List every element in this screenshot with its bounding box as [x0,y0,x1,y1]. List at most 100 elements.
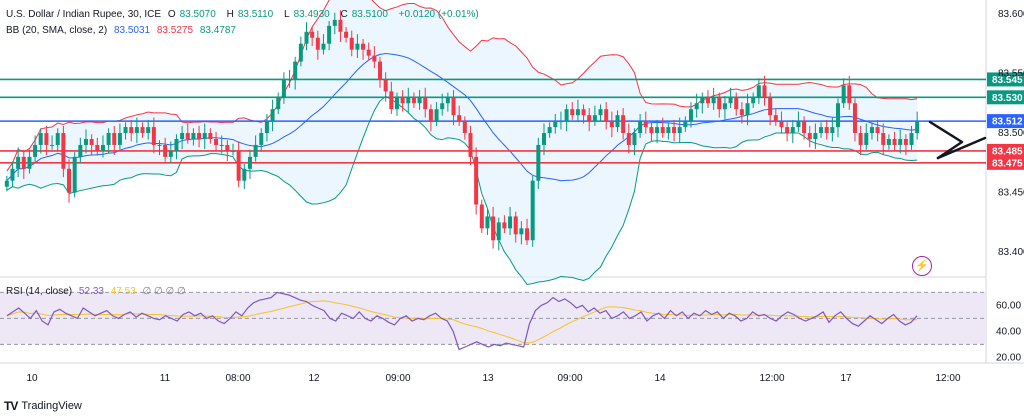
level-label-bg [987,155,1024,170]
x-tick-label: 14 [654,373,666,384]
candle-body [67,168,72,193]
candle-body [841,85,846,104]
y-tick-label: 83.400 [998,247,1024,258]
candle-body [502,222,507,229]
rsi-ma-value: 47.53 [110,286,136,297]
candle-body [468,133,473,157]
bb-label: BB (20, SMA, close, 2) [6,25,108,36]
candle-body [525,228,530,241]
candle-body [168,150,173,157]
candle-body [751,97,756,104]
y-tick-label: 83.450 [998,188,1024,199]
candle-body [197,133,202,139]
rsi-tick-label: 60.00 [996,300,1021,311]
candle-body [496,222,501,241]
candle-body [321,43,326,50]
candle-body [717,97,722,110]
candle-body [508,216,513,229]
candle-body [117,133,122,145]
candle-body [89,139,94,145]
candle-body [191,133,196,139]
candle-body [621,115,626,134]
candle-body [202,133,207,139]
price-change: +0.0120 (+0.01%) [398,9,479,20]
candle-body [445,97,450,104]
ohlc-close: C 83.5100 [340,9,388,20]
candle-body [219,144,224,146]
candle-body [10,168,15,181]
ohlc-low: L 83.4930 [284,9,330,20]
candle-body [892,139,897,145]
candle-body [389,91,394,110]
candle-body [722,103,727,110]
bb-basis-value: 83.5031 [113,25,151,36]
level-label: 83.545 [992,75,1023,86]
candle-body [734,97,739,110]
candle-body [451,97,456,116]
candle-body [655,127,660,134]
candle-body [440,103,445,110]
candle-body [411,97,416,104]
candle-body [355,43,360,50]
candle-body [604,109,609,122]
candle-body [847,85,852,104]
x-tick-label: 11 [160,373,171,384]
candle-body [264,121,269,134]
candle-body [253,144,258,157]
candle-body [259,133,264,145]
candle-body [4,180,9,187]
candle-body [372,55,377,62]
candles[interactable] [4,10,920,251]
level-label-bg [987,90,1024,105]
tradingview-logo[interactable]: TV TradingView [4,399,82,413]
candle-body [683,121,688,128]
level-label-bg [987,114,1024,129]
candle-body [27,156,32,169]
y-tick-label: 83.500 [998,128,1024,139]
x-tick-label: 09:00 [385,373,410,384]
candle-body [33,144,38,157]
candle-body [327,25,332,44]
candle-body [304,31,309,44]
candle-body [739,109,744,116]
candle-body [666,127,671,134]
candle-body [174,139,179,151]
bb-lower-line [6,95,918,286]
flash-icon[interactable]: ⚡ [912,256,932,276]
candle-body [361,43,366,50]
rsi-header: RSI (14, close) 52.33 47.53 ∅ ∅ ∅ ∅ [6,286,190,297]
candle-body [858,133,863,145]
candle-body [513,216,518,235]
candle-body [609,121,614,128]
candle-body [406,97,411,104]
bb-lower-value: 83.4787 [199,25,236,36]
candle-body [898,139,903,145]
candle-body [163,144,168,157]
candle-body [423,97,428,110]
x-tick-label: 10 [26,373,38,384]
candle-body [541,133,546,145]
candle-body [16,156,21,169]
candle-body [344,31,349,38]
x-tick-label: 08:00 [225,373,250,384]
candle-body [151,127,156,145]
candle-body [185,133,190,139]
level-label: 83.530 [992,93,1023,104]
candle-body [700,97,705,104]
candle-body [276,97,281,110]
level-label: 83.485 [992,146,1023,157]
candle-body [208,133,213,139]
candle-body [315,37,320,50]
candle-body [881,133,886,145]
candle-body [909,133,914,145]
candle-body [745,103,750,116]
ohlc-high: H 83.5110 [226,9,274,20]
candle-body [417,97,422,104]
candle-body [474,156,479,205]
bb-basis-line [6,53,918,182]
candle-body [287,79,292,81]
candle-body [50,144,55,146]
candle-body [581,109,586,116]
candle-body [21,156,26,169]
